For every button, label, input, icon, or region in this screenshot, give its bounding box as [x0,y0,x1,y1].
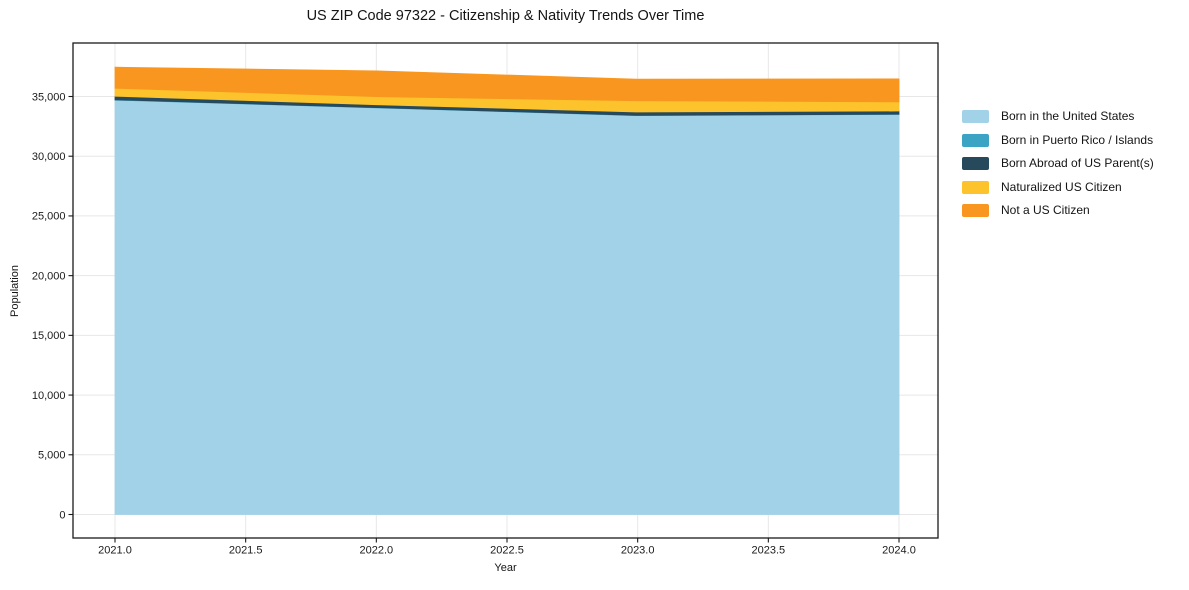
legend-swatch [962,133,989,147]
x-tick-label: 2022.5 [490,545,524,557]
legend-swatch [962,180,989,194]
y-axis-label: Population [9,264,21,317]
area-series-4 [114,66,900,103]
y-tick-label: 5,000 [38,450,66,462]
legend-item: Not a US Citizen [962,204,1154,217]
legend-label: Born Abroad of US Parent(s) [1001,156,1154,170]
legend: Born in the United States Born in Puerto … [962,110,1154,217]
x-axis-label: Year [494,562,517,574]
legend-label: Not a US Citizen [1001,203,1090,217]
legend-item: Born in the United States [962,110,1154,123]
y-tick-label: 20,000 [32,270,66,282]
legend-item: Naturalized US Citizen [962,179,1154,194]
x-tick-label: 2021.0 [98,545,132,557]
y-tick-label: 0 [59,509,65,521]
y-tick-label: 30,000 [32,151,66,163]
legend-label: Naturalized US Citizen [1001,179,1122,194]
y-tick-label: 25,000 [32,211,66,223]
legend-item: Born in Puerto Rico / Islands [962,132,1154,147]
x-tick-label: 2022.0 [360,545,394,557]
legend-swatch [962,204,989,217]
x-tick-label: 2023.5 [752,545,786,557]
legend-label: Born in the United States [1001,109,1135,123]
legend-swatch [962,157,989,170]
y-tick-label: 10,000 [32,390,66,402]
x-tick-label: 2021.5 [229,545,263,557]
chart-title: US ZIP Code 97322 - Citizenship & Nativi… [306,8,705,24]
legend-label: Born in Puerto Rico / Islands [1001,132,1154,147]
y-tick-label: 35,000 [32,91,66,103]
area-series-0 [114,99,900,515]
x-tick-label: 2023.0 [621,545,655,557]
y-tick-label: 15,000 [32,330,66,342]
legend-item: Born Abroad of US Parent(s) [962,157,1154,170]
axes-frame [72,42,939,539]
legend-swatch [962,110,989,123]
x-tick-label: 2024.0 [882,545,916,557]
